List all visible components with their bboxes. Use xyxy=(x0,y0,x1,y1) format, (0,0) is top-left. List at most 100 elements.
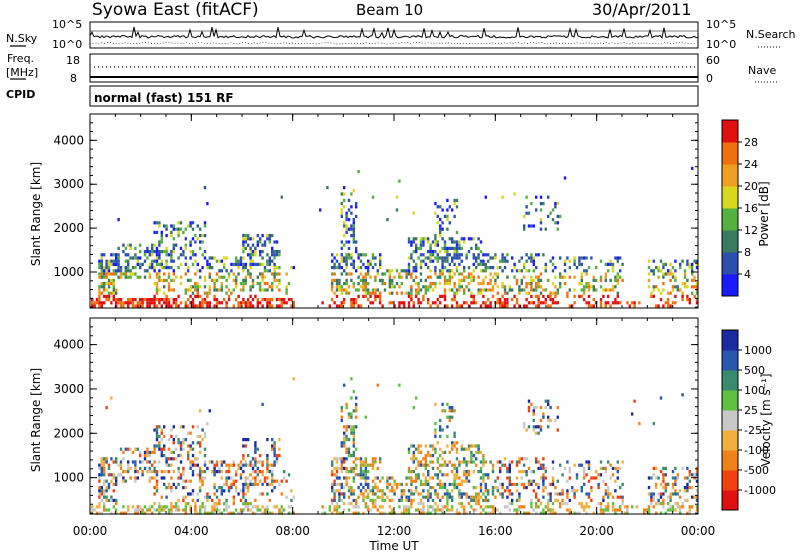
data-cell xyxy=(638,301,641,305)
data-cell xyxy=(431,508,435,512)
data-cell xyxy=(453,444,456,448)
data-cell xyxy=(364,282,367,286)
data-cell xyxy=(155,288,159,292)
data-cell xyxy=(208,262,211,266)
data-cell xyxy=(607,262,610,266)
data-cell xyxy=(439,447,442,451)
data-cell xyxy=(537,482,540,486)
data-cell xyxy=(146,301,149,305)
data-cell xyxy=(371,195,375,199)
data-cell xyxy=(443,298,447,302)
data-cell xyxy=(422,285,425,289)
data-cell xyxy=(369,301,372,305)
data-cell xyxy=(525,304,528,308)
data-cell xyxy=(184,291,187,295)
data-cell xyxy=(155,489,159,493)
data-cell xyxy=(371,489,375,493)
data-cell xyxy=(544,298,547,302)
data-cell xyxy=(254,444,257,448)
data-cell xyxy=(352,227,355,231)
data-cell xyxy=(285,285,288,289)
data-cell xyxy=(463,473,466,477)
data-cell xyxy=(477,447,480,451)
data-cell xyxy=(460,482,463,486)
data-cell xyxy=(671,482,675,486)
data-cell xyxy=(455,291,459,295)
data-cell xyxy=(362,511,365,515)
data-cell xyxy=(254,450,257,454)
data-cell xyxy=(527,409,531,413)
data-cell xyxy=(208,301,211,305)
data-cell xyxy=(602,495,605,499)
data-cell xyxy=(671,505,675,509)
data-cell xyxy=(587,288,591,292)
data-cell xyxy=(679,262,682,266)
data-cell xyxy=(333,473,336,477)
data-cell xyxy=(232,463,235,467)
data-cell xyxy=(441,402,444,406)
data-cell xyxy=(146,304,149,308)
data-cell xyxy=(503,301,507,305)
data-cell xyxy=(199,450,202,454)
data-cell xyxy=(556,492,559,496)
data-cell xyxy=(496,291,499,295)
data-cell xyxy=(506,470,509,474)
data-cell xyxy=(532,479,535,483)
data-cell xyxy=(136,262,139,266)
data-cell xyxy=(513,294,516,298)
data-cell xyxy=(167,508,171,512)
data-cell xyxy=(614,301,617,305)
x-tick-label: 08:00 xyxy=(275,524,310,538)
data-cell xyxy=(105,486,108,490)
data-cell xyxy=(549,492,552,496)
data-cell xyxy=(163,482,166,486)
cpid-panel: CPID normal (fast) 151 RF xyxy=(6,85,699,107)
data-cell xyxy=(614,466,617,470)
data-cell xyxy=(479,250,483,254)
data-cell xyxy=(357,473,360,477)
data-cell xyxy=(482,294,485,298)
data-cell xyxy=(482,253,485,257)
data-cell xyxy=(184,502,187,506)
data-cell xyxy=(460,237,463,241)
data-cell xyxy=(647,505,651,509)
data-cell xyxy=(626,511,629,515)
data-cell xyxy=(199,476,202,480)
data-cell xyxy=(170,266,173,270)
data-cell xyxy=(203,234,207,238)
data-cell xyxy=(103,466,106,470)
data-cell xyxy=(607,288,610,292)
data-cell xyxy=(508,502,511,506)
data-cell xyxy=(604,278,607,282)
data-cell xyxy=(424,476,427,480)
data-cell xyxy=(686,482,689,486)
data-cell xyxy=(355,214,358,218)
data-cell xyxy=(261,304,264,308)
data-cell xyxy=(635,505,639,509)
data-cell xyxy=(547,195,550,199)
data-cell xyxy=(338,285,341,289)
data-cell xyxy=(235,278,238,282)
data-cell xyxy=(602,288,605,292)
data-cell xyxy=(436,505,439,509)
data-cell xyxy=(278,288,281,292)
data-cell xyxy=(554,294,557,298)
data-cell xyxy=(518,498,521,502)
data-cell xyxy=(331,288,334,292)
data-cell xyxy=(367,463,370,467)
data-cell xyxy=(158,262,161,266)
data-cell xyxy=(251,304,255,308)
data-cell xyxy=(419,272,423,276)
data-cell xyxy=(686,466,689,470)
data-cell xyxy=(501,269,504,273)
data-cell xyxy=(266,508,269,512)
data-cell xyxy=(148,262,151,266)
data-cell xyxy=(215,298,219,302)
data-cell xyxy=(165,234,168,238)
data-cell xyxy=(259,479,262,483)
data-cell xyxy=(244,266,247,270)
data-cell xyxy=(371,492,375,496)
data-cell xyxy=(669,498,672,502)
data-cell xyxy=(256,262,259,266)
data-cell xyxy=(256,466,259,470)
